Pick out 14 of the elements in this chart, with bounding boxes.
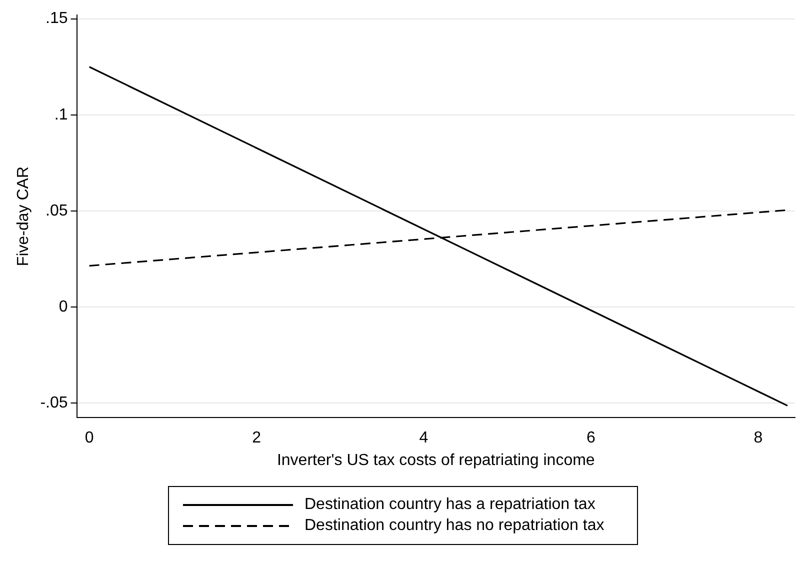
legend-label: Destination country has no repatriation tax [304, 517, 604, 535]
x-axis-title: Inverter's US tax costs of repatriating income [276, 452, 595, 469]
y-tick-label: .1 [54, 106, 68, 124]
legend-label: Destination country has a repatriation tax [304, 496, 596, 514]
y-tick-label: .15 [46, 10, 68, 28]
x-tick-label: 4 [419, 430, 428, 447]
y-axis-title: Five-day CAR [15, 166, 32, 266]
y-tick-label: 0 [58, 298, 68, 316]
x-tick-label: 8 [754, 430, 763, 447]
x-tick-label: 0 [84, 430, 94, 447]
y-tick-label: .05 [46, 202, 68, 220]
x-tick-label: 2 [252, 430, 262, 447]
y-tick-label: -.05 [40, 394, 68, 412]
x-tick-label: 6 [586, 430, 596, 447]
